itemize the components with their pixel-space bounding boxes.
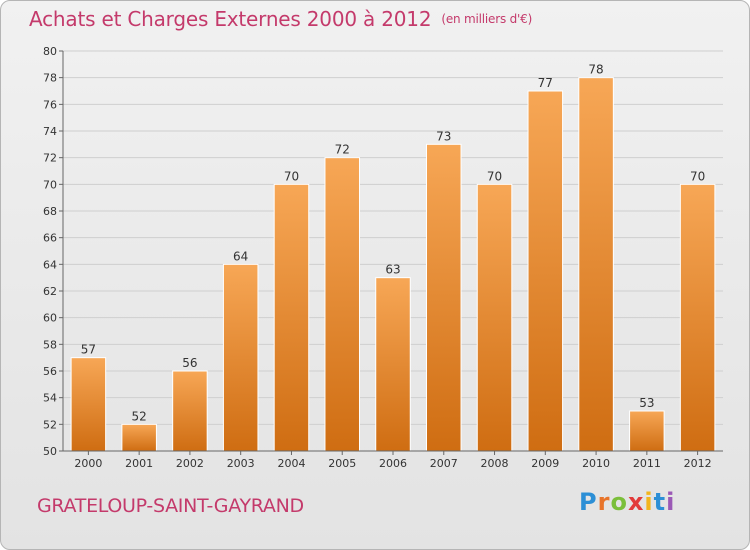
bar-2002 — [172, 370, 208, 452]
chart-title: Achats et Charges Externes 2000 à 2012 (e… — [29, 7, 532, 31]
x-tick-label: 2001 — [125, 457, 153, 470]
bar-2004 — [273, 183, 310, 452]
logo-letter: r — [597, 488, 611, 516]
value-label: 63 — [385, 263, 400, 277]
y-tick-label: 68 — [43, 205, 57, 218]
proxiti-logo: Proxiti — [579, 488, 675, 516]
bars — [70, 77, 716, 452]
logo-letter: P — [579, 488, 598, 516]
y-tick-label: 62 — [43, 285, 57, 298]
x-tick-label: 2000 — [74, 457, 102, 470]
logo-letter: i — [666, 488, 676, 516]
value-label: 78 — [588, 63, 603, 77]
value-label: 70 — [690, 169, 705, 183]
chart-unit: (en milliers d'€) — [441, 12, 533, 26]
value-label: 70 — [284, 169, 299, 183]
y-tick-label: 56 — [43, 365, 57, 378]
bar-2000 — [70, 357, 107, 452]
bar-2011 — [629, 410, 665, 452]
y-tick-label: 54 — [43, 392, 57, 405]
labels: 50 52 54 56 58 60 62 64 66 68 70 72 74 76 78 80 2000 57 20… — [43, 45, 712, 470]
bar-2007 — [426, 143, 462, 452]
x-tick-label: 2006 — [379, 457, 407, 470]
y-tick-label: 72 — [43, 152, 57, 165]
bar-2006 — [375, 277, 411, 452]
bar-2008 — [476, 183, 513, 452]
x-tick-label: 2009 — [531, 457, 559, 470]
value-label: 70 — [487, 169, 502, 183]
x-tick-label: 2012 — [684, 457, 712, 470]
y-tick-label: 78 — [43, 72, 57, 85]
x-tick-label: 2003 — [227, 457, 255, 470]
value-label: 73 — [436, 129, 451, 143]
chart-title-text: Achats et Charges Externes 2000 à 2012 — [29, 7, 432, 31]
y-tick-label: 50 — [43, 445, 57, 458]
y-tick-label: 76 — [43, 98, 57, 111]
bar-2005 — [324, 157, 360, 452]
logo-letter: t — [653, 488, 667, 516]
y-tick-label: 64 — [43, 258, 57, 271]
x-tick-label: 2011 — [633, 457, 661, 470]
y-tick-label: 66 — [43, 232, 57, 245]
y-tick-label: 74 — [43, 125, 57, 138]
logo-letter: o — [610, 488, 628, 516]
bar-2010 — [578, 77, 614, 452]
y-tick-label: 58 — [43, 338, 57, 351]
logo-letter: x — [627, 488, 645, 516]
bar-2001 — [121, 423, 157, 452]
axes — [59, 50, 723, 455]
y-tick-label: 52 — [43, 418, 57, 431]
value-label: 57 — [81, 343, 96, 357]
value-label: 72 — [335, 143, 350, 157]
value-label: 77 — [538, 76, 553, 90]
value-label: 64 — [233, 249, 248, 263]
bar-2009 — [527, 90, 564, 452]
x-tick-label: 2008 — [481, 457, 509, 470]
x-tick-label: 2005 — [328, 457, 356, 470]
value-label: 53 — [639, 396, 654, 410]
x-tick-label: 2010 — [582, 457, 610, 470]
y-tick-label: 70 — [43, 178, 57, 191]
y-tick-label: 80 — [43, 45, 57, 58]
x-tick-label: 2004 — [277, 457, 305, 470]
logo-letter: i — [644, 488, 654, 516]
x-tick-label: 2002 — [176, 457, 204, 470]
value-label: 56 — [182, 356, 197, 370]
bar-2003 — [222, 263, 259, 452]
x-tick-label: 2007 — [430, 457, 458, 470]
y-tick-label: 60 — [43, 312, 57, 325]
value-label: 52 — [132, 409, 147, 423]
commune-name: GRATELOUP-SAINT-GAYRAND — [37, 495, 304, 517]
bar-2012 — [679, 183, 716, 452]
